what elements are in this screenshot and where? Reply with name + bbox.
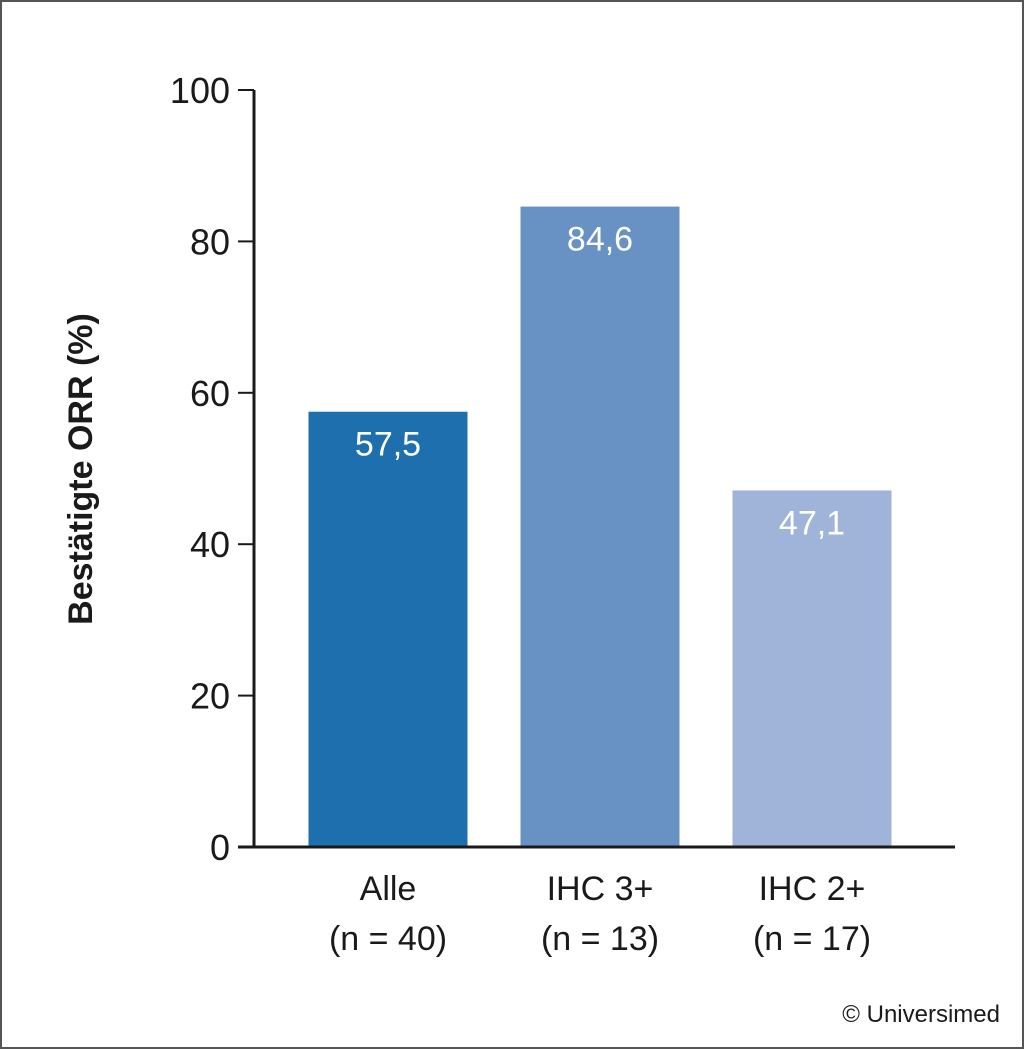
copyright-notice: © Universimed: [842, 1001, 1000, 1028]
y-tick-label: 40: [190, 524, 230, 565]
bar: [520, 206, 680, 847]
y-tick-label: 100: [170, 70, 230, 111]
category-label: Alle: [360, 870, 417, 908]
labels: 57,5 Alle (n = 40) 84,6 IHC 3+ (n = 13) 47,1 IH…: [329, 221, 871, 958]
bars: [308, 206, 892, 847]
y-tick-label: 80: [190, 221, 230, 262]
bar-value-label: 47,1: [779, 504, 845, 542]
category-n-label: (n = 17): [753, 920, 871, 958]
bar-value-label: 57,5: [355, 426, 421, 464]
axes: [238, 90, 955, 849]
y-tick-label: 20: [190, 676, 230, 717]
category-label: IHC 2+: [759, 870, 866, 908]
y-axis-ticks: 0 20 40 60 80 100: [170, 70, 254, 868]
category-label: IHC 3+: [547, 870, 654, 908]
bar-value-label: 84,6: [567, 221, 633, 259]
bar: [732, 490, 892, 847]
y-axis-title: Bestätigte ORR (%): [62, 313, 100, 625]
bar: [308, 411, 468, 847]
y-tick-label: 60: [190, 373, 230, 414]
category-n-label: (n = 13): [541, 920, 659, 958]
category-n-label: (n = 40): [329, 920, 447, 958]
y-tick-label: 0: [210, 827, 230, 868]
y-axis-title-group: Bestätigte ORR (%): [62, 313, 100, 625]
